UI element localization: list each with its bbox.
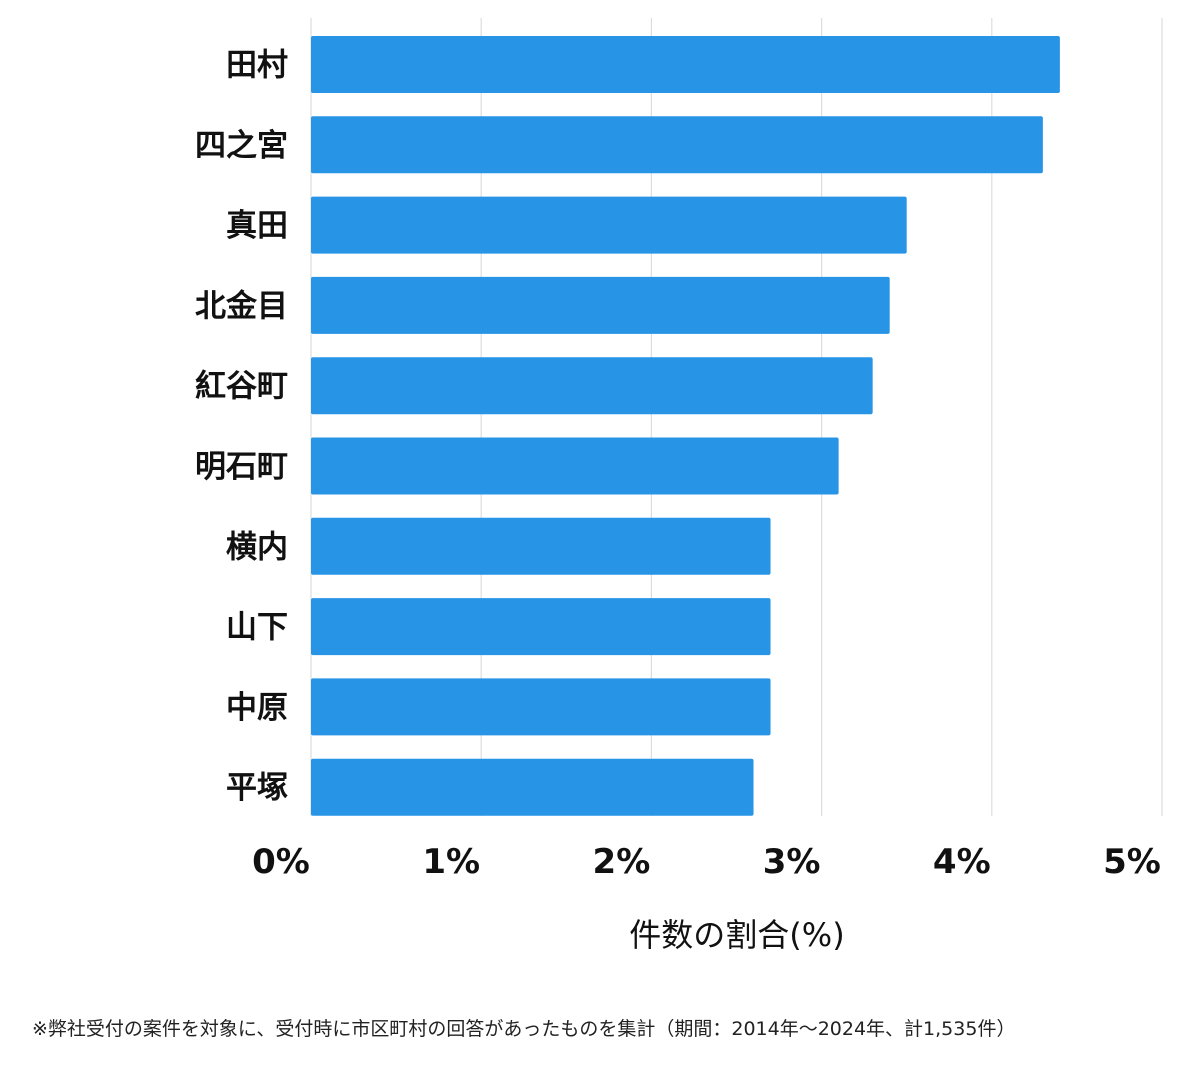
category-label: 北金目 [195,288,288,324]
x-tick-label: 0% [252,842,310,882]
x-tick-label: 5% [1103,842,1161,882]
x-tick-label: 1% [422,842,480,882]
x-tick-label: 2% [593,842,651,882]
bar [311,437,839,495]
bar [311,116,1043,174]
x-axis-title: 件数の割合(%) [629,916,844,954]
category-label: 明石町 [195,449,288,485]
category-label: 真田 [226,208,288,244]
footnote: ※弊社受付の案件を対象に、受付時に市区町村の回答があったものを集計（期間：201… [32,1018,1016,1040]
x-tick-labels: 0% 1% 2% 3% 4% 5% [252,842,1161,882]
bar [311,598,771,656]
category-label: 中原 [226,690,288,726]
category-label: 横内 [226,529,288,565]
bars [311,36,1060,816]
category-label: 山下 [226,610,288,646]
x-tick-label: 4% [933,842,991,882]
category-label: 平塚 [226,770,288,806]
bar [311,357,873,415]
bar [311,678,771,736]
bar [311,36,1060,93]
x-tick-label: 3% [763,842,821,882]
bar [311,276,890,334]
bar [311,758,754,816]
category-label: 田村 [226,48,288,84]
bar [311,196,907,254]
category-label: 紅谷町 [195,369,288,405]
category-label: 四之宮 [195,128,288,164]
bar [311,517,771,575]
